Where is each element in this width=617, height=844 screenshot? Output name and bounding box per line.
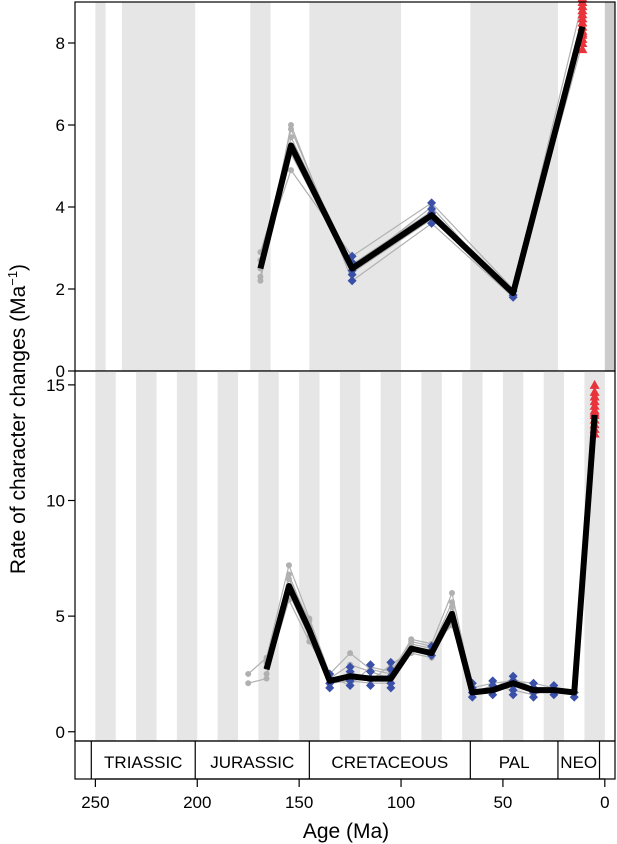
y-axis-label-close: ): [7, 264, 30, 271]
blue-diamond-point: [427, 204, 437, 214]
red-triangle-point: [589, 396, 600, 406]
time-band-3: [309, 2, 402, 371]
y-tick-label: 4: [56, 198, 65, 217]
time-band-6: [339, 371, 361, 741]
red-triangle-point: [589, 386, 600, 396]
period-label-cretaceous: CRETACEOUS: [331, 753, 448, 772]
sample-point: [448, 590, 455, 596]
blue-diamond-point: [345, 662, 355, 672]
y-tick-label: 0: [56, 362, 65, 381]
blue-diamond-point: [427, 198, 437, 208]
sample-point: [408, 638, 415, 645]
time-band-11: [543, 371, 565, 741]
red-triangle-point: [589, 379, 600, 389]
period-bar: TRIASSIC JURASSIC CRETACEOUS PAL NEO: [74, 740, 616, 780]
sample-point: [257, 277, 264, 284]
sample-point: [448, 599, 455, 606]
period-label-triassic: TRIASSIC: [104, 753, 182, 772]
y-axis-label-superscript: −1: [5, 271, 20, 286]
blue-diamond-point: [508, 690, 518, 700]
time-band-4: [470, 2, 558, 371]
sample-point: [285, 576, 292, 583]
time-band-2: [176, 371, 198, 741]
sample-point: [285, 562, 292, 569]
sample-point: [448, 603, 455, 610]
blue-diamond-point: [325, 683, 335, 693]
y-tick-label: 6: [56, 116, 65, 135]
time-band-4: [258, 371, 279, 741]
mean-rate-line: [263, 414, 598, 696]
y-tick-label: 2: [56, 280, 65, 299]
sample-point: [347, 650, 354, 657]
time-band-0: [95, 2, 106, 371]
blue-diamond-point: [528, 678, 538, 688]
y-tick-label: 5: [56, 607, 65, 626]
sample-point: [288, 167, 294, 174]
period-label-neo: NEO: [560, 753, 597, 772]
time-band-5: [299, 371, 320, 741]
blue-diamond-point: [508, 671, 518, 681]
y-axis-label: Rate of character changes (Ma−1): [5, 264, 30, 574]
bottom-panel: 0 5 10 15: [46, 370, 616, 742]
sample-point: [245, 670, 252, 677]
time-band-10: [502, 371, 524, 741]
x-axis-label: Age (Ma): [303, 820, 389, 843]
y-tick-label: 8: [56, 34, 65, 53]
blue-diamond-point: [365, 667, 375, 677]
time-band-dark-0: [604, 2, 615, 371]
sample-point: [263, 670, 270, 677]
period-label-jurassic: JURASSIC: [210, 753, 294, 772]
blue-diamond-point: [528, 692, 538, 702]
y-tick-label: 10: [46, 492, 65, 511]
time-band-3: [217, 371, 239, 741]
y-tick-label: 0: [56, 723, 65, 742]
sample-point: [288, 122, 294, 128]
red-triangle-point: [589, 391, 600, 401]
period-label-pal: PAL: [499, 753, 530, 772]
red-triangle-point: [589, 407, 600, 417]
time-band-1: [136, 371, 157, 741]
blue-diamond-point: [345, 681, 355, 690]
red-triangle-point: [589, 400, 600, 410]
sample-point: [257, 273, 264, 280]
blue-diamond-point: [488, 676, 498, 686]
sample-point: [285, 571, 292, 578]
blue-diamond-point: [365, 660, 375, 670]
y-tick-label: 15: [46, 376, 65, 395]
sample-point: [245, 680, 252, 687]
sample-point: [263, 675, 270, 682]
time-band-8: [421, 371, 442, 741]
top-panel: 0 2 4 6 8: [56, 0, 616, 381]
time-band-2: [250, 2, 271, 371]
time-band-1: [121, 2, 196, 371]
time-band-7: [380, 371, 402, 741]
y-axis-label-main: Rate of character changes (Ma: [7, 285, 30, 574]
blue-diamond-point: [508, 685, 518, 695]
sample-point: [288, 126, 294, 133]
x-tick-label: 100: [387, 793, 415, 812]
blue-diamond-point: [365, 681, 375, 690]
time-band-0: [95, 371, 116, 741]
red-triangle-point: [577, 44, 588, 54]
blue-diamond-point: [347, 276, 357, 286]
mean-rate-line: [257, 25, 586, 297]
blue-diamond-point: [386, 657, 396, 667]
x-tick-label: 150: [285, 793, 313, 812]
x-tick-label: 0: [600, 793, 609, 812]
x-tick-label: 50: [493, 793, 512, 812]
x-tick-label: 200: [183, 793, 211, 812]
blue-diamond-point: [386, 683, 396, 693]
x-axis: 250 200 150 100 50 0: [81, 778, 610, 812]
time-band-9: [462, 371, 483, 741]
x-tick-label: 250: [81, 793, 109, 812]
